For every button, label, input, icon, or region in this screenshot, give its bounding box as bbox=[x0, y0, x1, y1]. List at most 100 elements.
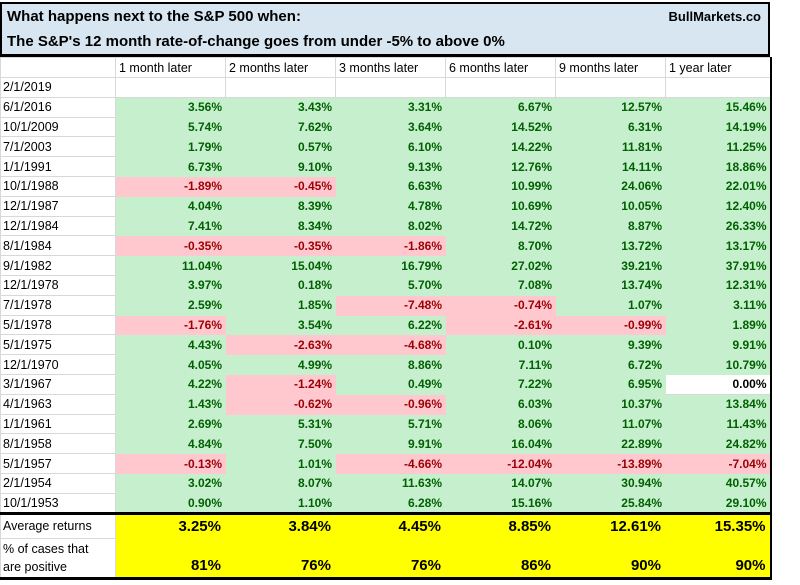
value-cell[interactable]: 3.43% bbox=[225, 96, 336, 118]
summary-value-cell[interactable]: 81% bbox=[115, 537, 226, 580]
value-cell[interactable]: 1.01% bbox=[225, 453, 336, 474]
date-cell[interactable]: 12/1/1987 bbox=[0, 195, 116, 217]
value-cell[interactable]: 3.31% bbox=[335, 96, 446, 118]
value-cell[interactable]: 3.54% bbox=[225, 314, 336, 336]
summary-label[interactable]: % of cases that are positive bbox=[0, 537, 116, 580]
date-cell[interactable]: 9/1/1982 bbox=[0, 255, 116, 276]
summary-value-cell[interactable]: 15.35% bbox=[665, 512, 772, 539]
value-cell[interactable]: 6.73% bbox=[115, 156, 226, 177]
value-cell[interactable]: 16.79% bbox=[335, 255, 446, 276]
date-cell[interactable]: 3/1/1967 bbox=[0, 373, 116, 395]
value-cell[interactable]: -0.62% bbox=[225, 393, 336, 415]
value-cell[interactable]: 11.04% bbox=[115, 255, 226, 276]
value-cell[interactable]: 9.10% bbox=[225, 156, 336, 177]
column-header[interactable]: 3 months later bbox=[335, 57, 446, 78]
value-cell[interactable] bbox=[335, 77, 446, 98]
value-cell[interactable]: 10.05% bbox=[555, 195, 666, 217]
value-cell[interactable]: 13.72% bbox=[555, 235, 666, 257]
value-cell[interactable]: 16.04% bbox=[445, 433, 556, 455]
summary-value-cell[interactable]: 8.85% bbox=[445, 512, 556, 539]
value-cell[interactable]: 8.34% bbox=[225, 215, 336, 237]
value-cell[interactable]: 4.99% bbox=[225, 354, 336, 375]
date-cell[interactable]: 7/1/1978 bbox=[0, 294, 116, 316]
value-cell[interactable]: 4.05% bbox=[115, 354, 226, 375]
value-cell[interactable]: 8.39% bbox=[225, 195, 336, 217]
value-cell[interactable]: 11.07% bbox=[555, 413, 666, 435]
value-cell[interactable]: 11.43% bbox=[665, 413, 772, 435]
value-cell[interactable]: -12.04% bbox=[445, 453, 556, 474]
value-cell[interactable]: 18.86% bbox=[665, 156, 772, 177]
value-cell[interactable]: 10.69% bbox=[445, 195, 556, 217]
value-cell[interactable]: 40.57% bbox=[665, 472, 772, 494]
value-cell[interactable] bbox=[225, 77, 336, 98]
value-cell[interactable] bbox=[555, 77, 666, 98]
value-cell[interactable]: 14.11% bbox=[555, 156, 666, 177]
value-cell[interactable]: 3.97% bbox=[115, 274, 226, 296]
value-cell[interactable]: 6.22% bbox=[335, 314, 446, 336]
summary-value-cell[interactable]: 12.61% bbox=[555, 512, 666, 539]
value-cell[interactable]: 27.02% bbox=[445, 255, 556, 276]
value-cell[interactable]: 6.95% bbox=[555, 373, 666, 395]
value-cell[interactable]: 9.91% bbox=[665, 334, 772, 356]
value-cell[interactable]: 5.31% bbox=[225, 413, 336, 435]
value-cell[interactable]: 2.59% bbox=[115, 294, 226, 316]
value-cell[interactable]: 6.67% bbox=[445, 96, 556, 118]
value-cell[interactable]: 15.46% bbox=[665, 96, 772, 118]
summary-value-cell[interactable]: 90% bbox=[555, 537, 666, 580]
date-cell[interactable]: 5/1/1978 bbox=[0, 314, 116, 336]
value-cell[interactable]: 7.11% bbox=[445, 354, 556, 375]
value-cell[interactable]: 0.18% bbox=[225, 274, 336, 296]
value-cell[interactable]: -4.68% bbox=[335, 334, 446, 356]
value-cell[interactable]: 3.02% bbox=[115, 472, 226, 494]
column-header[interactable]: 6 months later bbox=[445, 57, 556, 78]
value-cell[interactable]: -4.66% bbox=[335, 453, 446, 474]
summary-value-cell[interactable]: 90% bbox=[665, 537, 772, 580]
value-cell[interactable]: 10.79% bbox=[665, 354, 772, 375]
value-cell[interactable]: -1.24% bbox=[225, 373, 336, 395]
date-cell[interactable]: 8/1/1958 bbox=[0, 433, 116, 455]
value-cell[interactable]: -7.04% bbox=[665, 453, 772, 474]
value-cell[interactable] bbox=[445, 77, 556, 98]
value-cell[interactable]: 12.40% bbox=[665, 195, 772, 217]
value-cell[interactable]: 12.31% bbox=[665, 274, 772, 296]
summary-label[interactable]: Average returns bbox=[0, 512, 116, 539]
value-cell[interactable]: 9.39% bbox=[555, 334, 666, 356]
column-header[interactable]: 1 year later bbox=[665, 57, 772, 78]
value-cell[interactable]: 4.43% bbox=[115, 334, 226, 356]
date-cell[interactable]: 6/1/2016 bbox=[0, 96, 116, 118]
value-cell[interactable]: 7.22% bbox=[445, 373, 556, 395]
value-cell[interactable]: 8.87% bbox=[555, 215, 666, 237]
date-cell[interactable]: 2/1/1954 bbox=[0, 472, 116, 494]
date-cell[interactable]: 5/1/1975 bbox=[0, 334, 116, 356]
value-cell[interactable]: 6.28% bbox=[335, 492, 446, 515]
value-cell[interactable]: 0.49% bbox=[335, 373, 446, 395]
value-cell[interactable]: -13.89% bbox=[555, 453, 666, 474]
value-cell[interactable]: 13.84% bbox=[665, 393, 772, 415]
value-cell[interactable]: 5.70% bbox=[335, 274, 446, 296]
value-cell[interactable]: 10.99% bbox=[445, 175, 556, 197]
date-cell[interactable]: 1/1/1991 bbox=[0, 156, 116, 177]
date-cell[interactable]: 1/1/1961 bbox=[0, 413, 116, 435]
value-cell[interactable] bbox=[665, 77, 772, 98]
value-cell[interactable]: 7.50% bbox=[225, 433, 336, 455]
summary-value-cell[interactable]: 3.84% bbox=[225, 512, 336, 539]
date-cell[interactable]: 12/1/1978 bbox=[0, 274, 116, 296]
value-cell[interactable]: 8.07% bbox=[225, 472, 336, 494]
value-cell[interactable]: 8.02% bbox=[335, 215, 446, 237]
value-cell[interactable]: 1.79% bbox=[115, 136, 226, 158]
value-cell[interactable]: 4.22% bbox=[115, 373, 226, 395]
value-cell[interactable]: 11.81% bbox=[555, 136, 666, 158]
value-cell[interactable]: 3.11% bbox=[665, 294, 772, 316]
value-cell[interactable]: 30.94% bbox=[555, 472, 666, 494]
value-cell[interactable]: 6.72% bbox=[555, 354, 666, 375]
value-cell[interactable]: 10.37% bbox=[555, 393, 666, 415]
value-cell[interactable]: -0.35% bbox=[115, 235, 226, 257]
date-cell[interactable]: 5/1/1957 bbox=[0, 453, 116, 474]
date-cell[interactable]: 12/1/1970 bbox=[0, 354, 116, 375]
value-cell[interactable]: -0.99% bbox=[555, 314, 666, 336]
value-cell[interactable]: 5.71% bbox=[335, 413, 446, 435]
value-cell[interactable]: 13.17% bbox=[665, 235, 772, 257]
value-cell[interactable]: 25.84% bbox=[555, 492, 666, 515]
summary-value-cell[interactable]: 4.45% bbox=[335, 512, 446, 539]
value-cell[interactable]: 4.84% bbox=[115, 433, 226, 455]
